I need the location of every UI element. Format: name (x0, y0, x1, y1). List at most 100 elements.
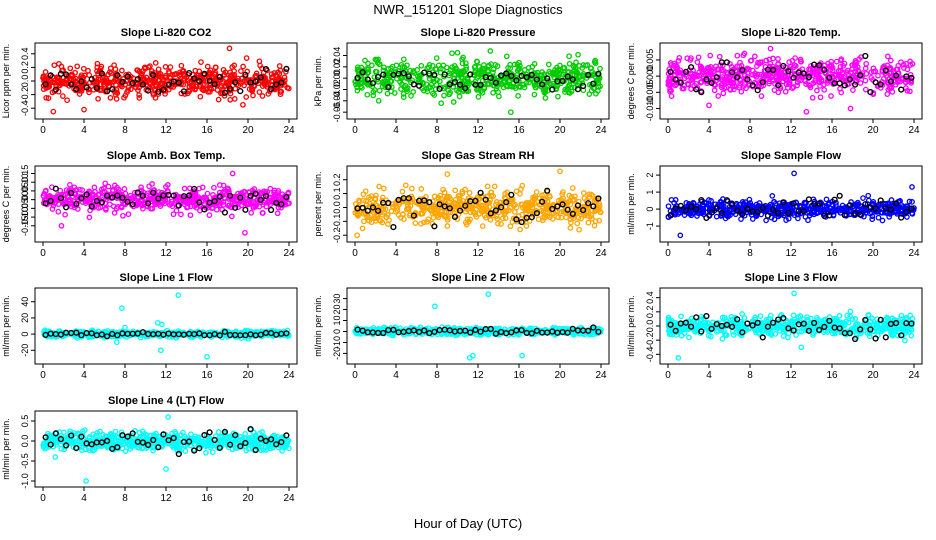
colored-point (828, 63, 835, 69)
y-tick-label: 0.00 (20, 191, 30, 209)
outlier-point (507, 109, 514, 116)
black-point (908, 74, 915, 82)
black-point (703, 214, 710, 222)
x-tick-label: 8 (747, 125, 753, 136)
colored-point (438, 195, 444, 202)
black-point (739, 211, 746, 218)
colored-point (449, 50, 455, 57)
colored-point (547, 81, 553, 87)
black-point (549, 86, 556, 93)
y-tick-label: -20 (332, 347, 342, 360)
black-point (78, 332, 85, 339)
colored-point (486, 81, 492, 87)
colored-point (756, 60, 763, 67)
black-point (867, 88, 874, 96)
black-point (175, 202, 182, 209)
colored-point (418, 62, 425, 69)
colored-point (277, 91, 284, 98)
y-tick-label: 20 (20, 313, 30, 323)
black-point (800, 208, 807, 215)
black-point (898, 214, 905, 221)
colored-point (136, 92, 142, 98)
colored-point (79, 187, 86, 193)
colored-point (421, 219, 427, 226)
colored-point (246, 86, 253, 92)
colored-point (250, 92, 256, 99)
colored-point (731, 86, 737, 93)
colored-point (675, 57, 682, 64)
colored-point (359, 225, 366, 232)
x-tick-label: 16 (513, 370, 525, 381)
colored-point (167, 64, 174, 70)
black-point (150, 189, 157, 196)
colored-point (531, 91, 538, 98)
colored-point (362, 57, 368, 64)
black-point (103, 192, 111, 199)
colored-point (775, 89, 782, 96)
colored-point (875, 214, 882, 221)
colored-point (821, 87, 828, 93)
colored-point (880, 75, 887, 82)
colored-point (542, 95, 549, 101)
colored-point (479, 65, 485, 72)
colored-point (128, 195, 135, 201)
x-tick-label: 20 (242, 370, 254, 381)
colored-point (517, 226, 523, 233)
colored-point (224, 185, 231, 192)
colored-point (376, 183, 382, 190)
outlier-point (803, 108, 810, 115)
x-tick-label: 24 (908, 125, 920, 136)
outlier-point (847, 105, 854, 112)
black-point (508, 72, 515, 80)
outlier-point (159, 321, 165, 328)
colored-point (746, 66, 752, 73)
black-point (73, 85, 80, 93)
black-point (221, 89, 229, 96)
black-point (518, 219, 525, 226)
colored-point (546, 210, 553, 217)
colored-point (809, 94, 816, 101)
outlier-point (557, 168, 563, 175)
colored-point (695, 54, 702, 61)
y-tick-label: -0.005 (645, 80, 655, 106)
colored-point (519, 182, 526, 189)
colored-point (401, 216, 407, 222)
black-point (882, 67, 889, 74)
x-tick-label: 20 (867, 248, 879, 259)
colored-point (198, 59, 204, 65)
black-point (83, 191, 90, 198)
colored-point (212, 64, 219, 71)
colored-point (58, 63, 65, 70)
colored-point (377, 218, 384, 224)
black-point (426, 199, 433, 206)
colored-point (688, 77, 695, 83)
y-tick-label: 20 (332, 305, 342, 315)
black-point (857, 211, 864, 218)
black-point (114, 192, 121, 199)
colored-point (758, 93, 765, 99)
colored-point (749, 203, 756, 210)
colored-point (162, 72, 169, 79)
colored-point (908, 77, 915, 84)
black-point (170, 192, 177, 199)
colored-point (740, 52, 747, 59)
y-tick-label: 0.15 (20, 165, 30, 183)
colored-point (502, 215, 509, 221)
colored-point (807, 84, 814, 91)
black-point (492, 79, 500, 86)
black-point (186, 69, 193, 77)
colored-point (865, 192, 872, 199)
colored-point (850, 87, 856, 93)
panel-title: Slope Li-820 Temp. (741, 27, 840, 39)
colored-point (510, 80, 517, 87)
black-point (283, 194, 290, 201)
colored-point (250, 199, 257, 205)
x-tick-label: 0 (40, 125, 46, 136)
colored-point (368, 62, 375, 69)
colored-point (857, 80, 864, 86)
x-tick-label: 8 (122, 248, 128, 259)
black-point (47, 197, 54, 205)
black-point (559, 201, 566, 208)
colored-point (388, 78, 395, 85)
